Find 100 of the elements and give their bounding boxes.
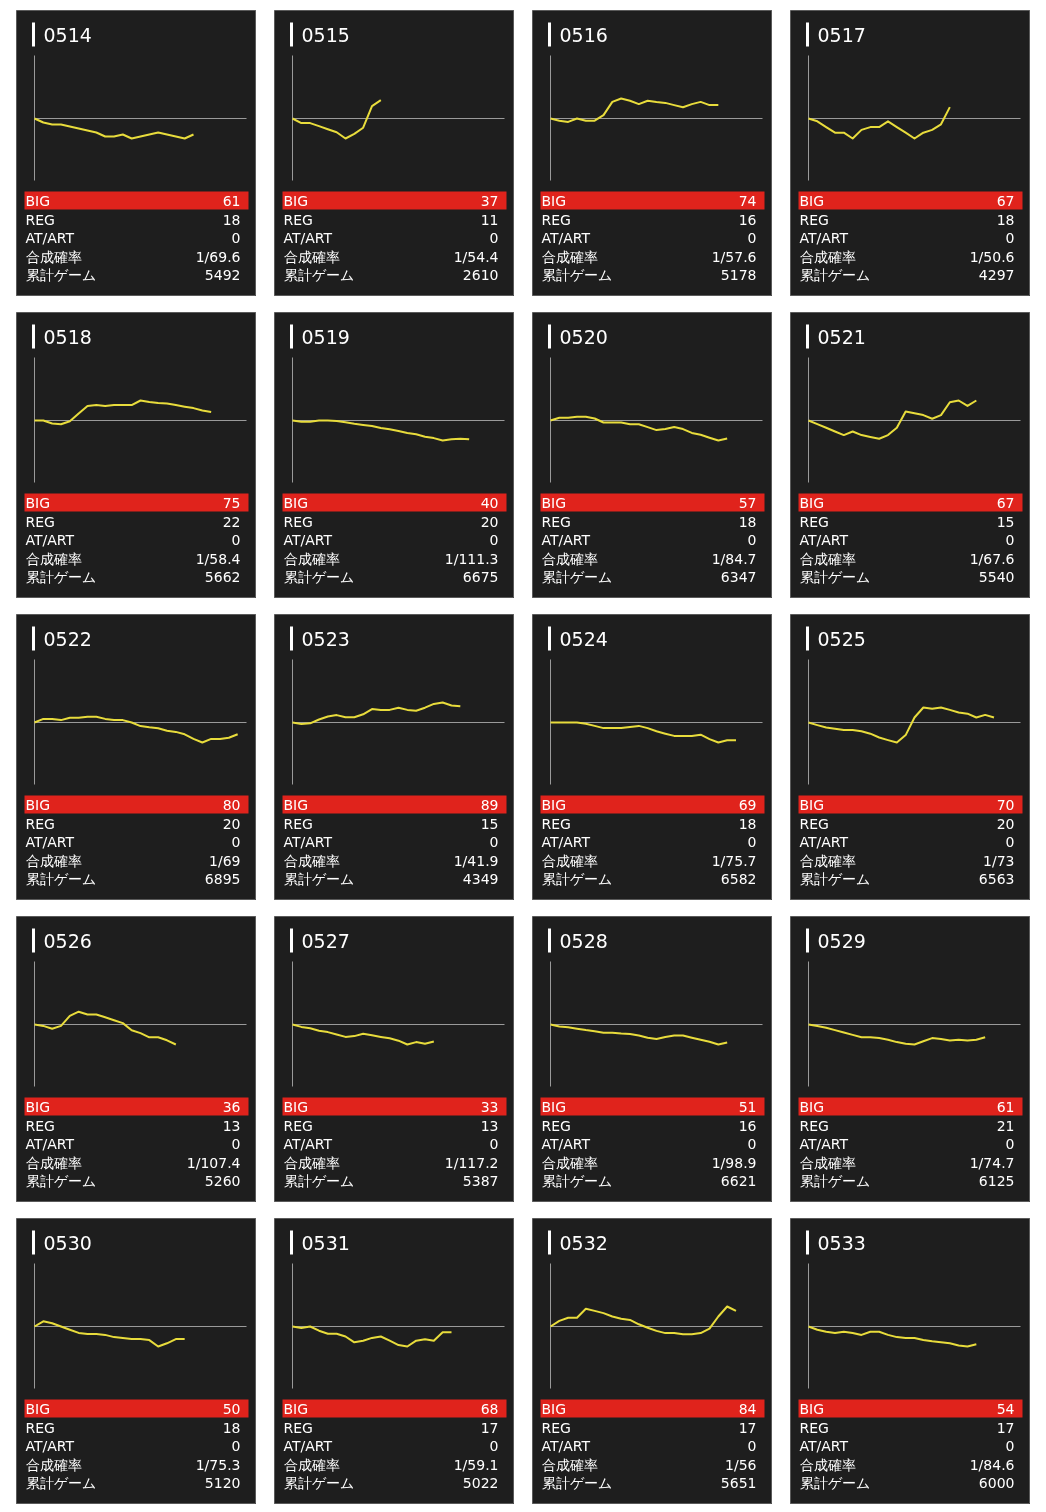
text: 15 [480,815,499,832]
chart-title: 0529 [817,929,866,952]
text: 合成確率 [283,1154,340,1171]
chart-title: 0531 [301,1231,350,1254]
chart-title: 0515 [301,23,350,46]
text: 5022 [462,1474,499,1491]
text: 75 [222,494,241,511]
text: 1/73 [983,852,1015,869]
text: 合成確率 [283,248,340,265]
text: 累計ゲーム [283,870,354,887]
text: 1/67.6 [969,550,1015,567]
text: 累計ゲーム [25,568,96,585]
text: AT/ART [283,531,333,548]
text: 70 [996,796,1015,813]
text: BIG [283,1098,309,1115]
text: 0 [489,1437,499,1454]
text: 累計ゲーム [283,266,354,283]
text: 累計ゲーム [799,870,870,887]
text: 合成確率 [799,1154,856,1171]
text: 6347 [720,568,757,585]
text: BIG [25,192,51,209]
text: BIG [25,494,51,511]
text: 13 [222,1117,241,1134]
text: REG [283,513,313,530]
text: 4349 [462,870,499,887]
text: AT/ART [25,1437,75,1454]
text: REG [799,513,829,530]
text: BIG [283,796,309,813]
text: 16 [738,1117,757,1134]
text: 84 [738,1400,757,1417]
text: REG [541,211,571,228]
text: 61 [996,1098,1015,1115]
chart-title: 0519 [301,325,350,348]
text: 合成確率 [799,550,856,567]
chart-title: 0523 [301,627,350,650]
text: 累計ゲーム [799,1172,870,1189]
text: 5662 [204,568,241,585]
text: 18 [996,211,1015,228]
text: 1/41.9 [453,852,499,869]
text: 37 [480,192,499,209]
text: 69 [738,796,757,813]
text: 18 [738,513,757,530]
text: 6000 [978,1474,1015,1491]
text: 22 [222,513,241,530]
text: BIG [541,1098,567,1115]
text: 0 [231,1135,241,1152]
text: AT/ART [25,833,75,850]
text: 51 [738,1098,757,1115]
text: 16 [738,211,757,228]
text: 5178 [720,266,757,283]
text: AT/ART [25,531,75,548]
text: 0 [1005,833,1015,850]
text: 0 [1005,1437,1015,1454]
text: 合成確率 [541,1456,598,1473]
text: 1/117.2 [444,1154,499,1171]
text: 61 [222,192,241,209]
text: 累計ゲーム [283,1172,354,1189]
text: 74 [738,192,757,209]
text: REG [541,1419,571,1436]
text: AT/ART [799,1135,849,1152]
text: REG [799,815,829,832]
text: 5492 [204,266,241,283]
text: 合成確率 [799,852,856,869]
text: 1/59.1 [453,1456,499,1473]
chart-title: 0527 [301,929,350,952]
text: 18 [222,211,241,228]
chart-title: 0521 [817,325,866,348]
text: AT/ART [799,833,849,850]
text: 1/111.3 [444,550,499,567]
text: AT/ART [541,1135,591,1152]
text: REG [25,1117,55,1134]
text: 合成確率 [541,550,598,567]
text: 20 [996,815,1015,832]
text: 累計ゲーム [799,1474,870,1491]
text: 6895 [204,870,241,887]
text: BIG [25,1098,51,1115]
text: 21 [996,1117,1015,1134]
text: 累計ゲーム [541,1172,612,1189]
text: 0 [747,229,757,246]
text: 累計ゲーム [541,266,612,283]
text: 1/58.4 [195,550,241,567]
text: 1/98.9 [711,1154,757,1171]
text: REG [541,1117,571,1134]
chart-title: 0533 [817,1231,866,1254]
text: 68 [480,1400,499,1417]
text: 33 [480,1098,499,1115]
text: 累計ゲーム [283,568,354,585]
chart-title: 0530 [43,1231,92,1254]
text: AT/ART [799,1437,849,1454]
text: 1/75.3 [195,1456,241,1473]
text: AT/ART [541,1437,591,1454]
text: 5540 [978,568,1015,585]
text: 17 [480,1419,499,1436]
text: 5387 [462,1172,499,1189]
text: 累計ゲーム [25,1474,96,1491]
text: 17 [996,1419,1015,1436]
text: BIG [799,796,825,813]
text: 20 [480,513,499,530]
text: 0 [231,229,241,246]
text: 累計ゲーム [799,568,870,585]
